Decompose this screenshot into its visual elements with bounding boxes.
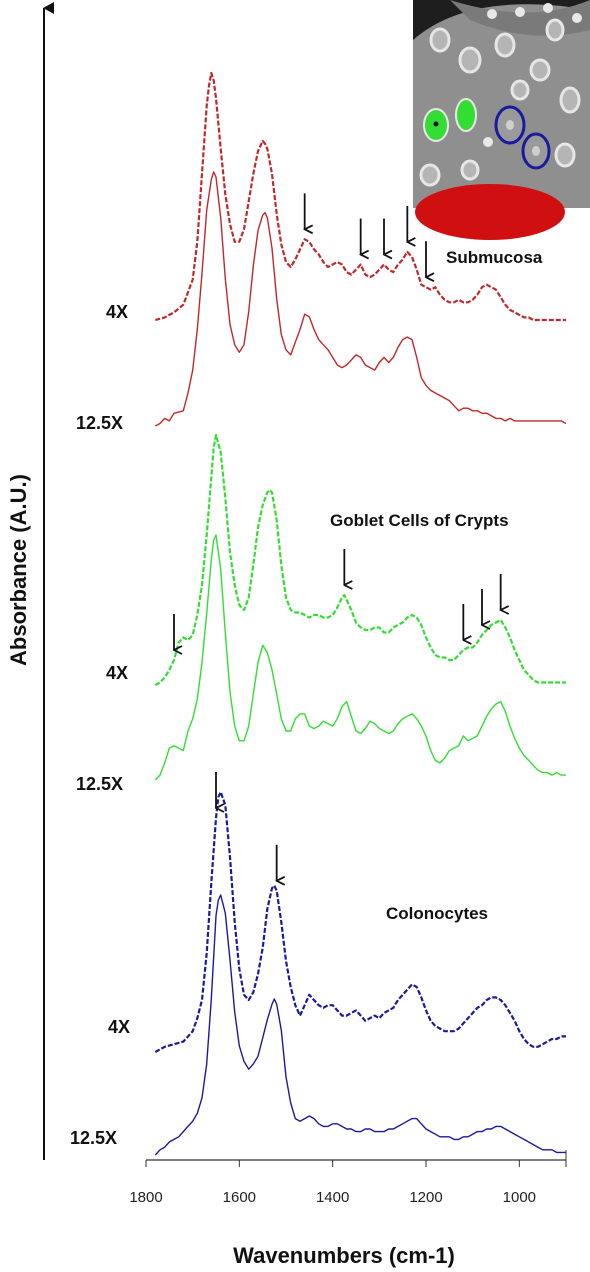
x-tick-label-1000: 1000 [503,1189,536,1206]
group-submucosa [154,71,567,427]
label-submucosa-12-5x: 12.5X [76,413,123,433]
label-colonocytes-12-5x: 12.5X [70,1128,117,1148]
group-goblet-cells-of-crypts [154,433,566,781]
x-tick-label-1800: 1800 [129,1189,162,1206]
label-submucosa-4x: 4X [106,302,128,322]
label-goblet-12-5x: 12.5X [76,774,123,794]
peak-arrows [174,193,501,880]
group-label-colonocytes: Colonocytes [386,904,488,923]
series-submucosa-4x [155,71,566,322]
series-colonocytes-12-5x [154,894,566,1156]
x-tick-label-1600: 1600 [223,1189,256,1206]
series-labels: 4X 12.5X 4X 12.5X 4X 12.5X [70,302,130,1148]
microscopy-inset [413,0,590,240]
y-axis-title: Absorbance (A.U.) [6,474,31,666]
x-axis-title: Wavenumbers (cm-1) [233,1243,455,1268]
label-colonocytes-4x: 4X [108,1017,130,1037]
series-submucosa-12-5x [154,171,567,427]
x-tick-label-1400: 1400 [316,1189,349,1206]
series-goblet-cells-of-crypts-12-5x [154,534,566,781]
goblet-cell-marker [455,98,477,132]
series-colonocytes-4x [154,790,566,1053]
x-tick-label-1200: 1200 [409,1189,442,1206]
group-label-submucosa: Submucosa [446,248,543,267]
group-labels: Submucosa Goblet Cells of Crypts Colonoc… [330,248,543,923]
group-label-goblet: Goblet Cells of Crypts [330,511,509,530]
x-ticks: 1800 1600 1400 1200 1000 [129,1150,567,1206]
submucosa-region [415,184,565,240]
label-goblet-4x: 4X [106,663,128,683]
series-goblet-cells-of-crypts-4x [154,433,566,686]
spectra-groups [154,71,567,1156]
group-colonocytes [154,790,566,1156]
